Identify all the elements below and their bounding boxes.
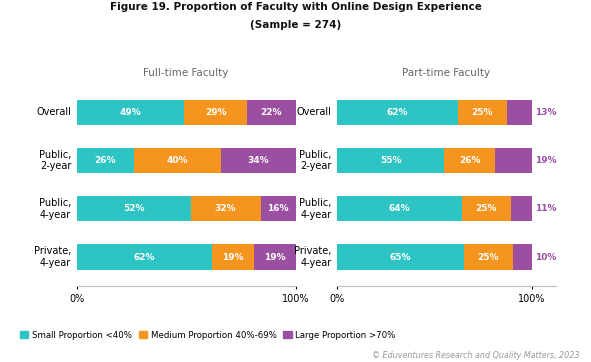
Text: 34%: 34% xyxy=(248,156,269,165)
Text: 32%: 32% xyxy=(215,204,236,213)
Text: 26%: 26% xyxy=(459,156,480,165)
Text: 29%: 29% xyxy=(205,108,226,117)
Text: Figure 19. Proportion of Faculty with Online Design Experience: Figure 19. Proportion of Faculty with On… xyxy=(109,2,482,12)
Bar xyxy=(337,244,464,270)
Bar xyxy=(248,100,296,125)
Bar xyxy=(254,244,296,270)
Text: 52%: 52% xyxy=(123,204,144,213)
Text: 11%: 11% xyxy=(535,204,557,213)
Bar xyxy=(77,148,134,173)
Bar xyxy=(212,244,254,270)
Bar xyxy=(77,244,212,270)
Bar xyxy=(184,100,248,125)
Bar xyxy=(221,148,296,173)
Text: 10%: 10% xyxy=(535,253,556,261)
Bar xyxy=(511,196,532,221)
Bar xyxy=(458,100,506,125)
Bar xyxy=(512,244,532,270)
Bar xyxy=(495,148,532,173)
Text: 25%: 25% xyxy=(476,204,497,213)
Title: Part-time Faculty: Part-time Faculty xyxy=(402,68,491,78)
Text: 49%: 49% xyxy=(119,108,141,117)
Title: Full-time Faculty: Full-time Faculty xyxy=(144,68,229,78)
Text: 65%: 65% xyxy=(389,253,411,261)
Bar xyxy=(462,196,511,221)
Text: 64%: 64% xyxy=(388,204,410,213)
Text: 55%: 55% xyxy=(380,156,401,165)
Bar xyxy=(261,196,296,221)
Bar xyxy=(77,100,184,125)
Bar xyxy=(134,148,221,173)
Bar xyxy=(464,244,512,270)
Text: 62%: 62% xyxy=(134,253,155,261)
Bar xyxy=(77,196,190,221)
Bar xyxy=(337,148,444,173)
Text: 25%: 25% xyxy=(472,108,493,117)
Text: 25%: 25% xyxy=(478,253,499,261)
Text: 19%: 19% xyxy=(535,156,557,165)
Bar xyxy=(337,100,458,125)
Text: 16%: 16% xyxy=(267,204,289,213)
Text: 13%: 13% xyxy=(535,108,557,117)
Bar xyxy=(190,196,261,221)
Text: 26%: 26% xyxy=(95,156,116,165)
Text: 19%: 19% xyxy=(222,253,244,261)
Bar xyxy=(444,148,495,173)
Text: (Sample = 274): (Sample = 274) xyxy=(250,20,341,30)
Text: © Eduventures Research and Quality Matters, 2023: © Eduventures Research and Quality Matte… xyxy=(372,351,579,360)
Bar xyxy=(506,100,532,125)
Text: 19%: 19% xyxy=(264,253,285,261)
Legend: Small Proportion <40%, Medium Proportion 40%-69%, Large Proportion >70%: Small Proportion <40%, Medium Proportion… xyxy=(16,327,399,343)
Text: 62%: 62% xyxy=(387,108,408,117)
Text: 40%: 40% xyxy=(167,156,188,165)
Bar xyxy=(337,196,462,221)
Text: 22%: 22% xyxy=(261,108,282,117)
